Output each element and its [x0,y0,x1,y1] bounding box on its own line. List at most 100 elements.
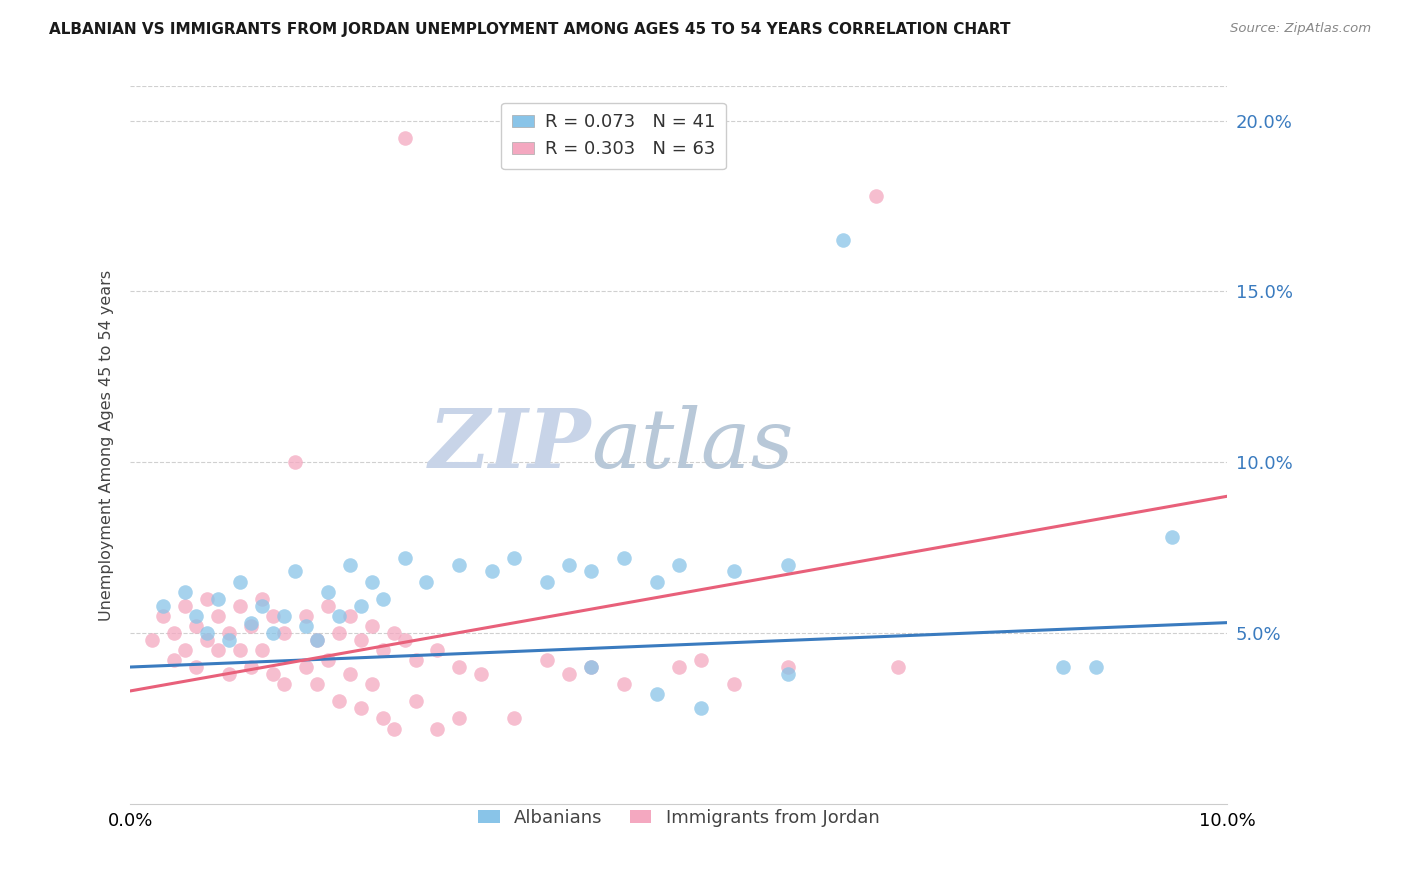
Point [1161,530,1184,544]
Point [778,558,800,572]
Point [240,660,263,674]
Point [579,660,602,674]
Point [229,643,252,657]
Point [579,565,602,579]
Point [240,619,263,633]
Point [262,666,284,681]
Point [207,591,229,606]
Point [350,632,373,647]
Point [832,233,855,247]
Point [218,632,240,647]
Point [250,591,273,606]
Point [316,585,339,599]
Point [394,550,416,565]
Point [426,722,449,736]
Text: Source: ZipAtlas.com: Source: ZipAtlas.com [1230,22,1371,36]
Point [778,660,800,674]
Point [723,677,745,691]
Point [328,694,350,708]
Y-axis label: Unemployment Among Ages 45 to 54 years: Unemployment Among Ages 45 to 54 years [100,269,114,621]
Point [295,619,318,633]
Point [415,574,437,589]
Point [668,558,690,572]
Point [371,711,394,725]
Point [360,677,382,691]
Point [689,653,711,667]
Point [163,625,186,640]
Point [405,653,427,667]
Point [229,574,252,589]
Point [186,608,208,623]
Point [305,632,328,647]
Point [723,565,745,579]
Point [250,643,273,657]
Text: ALBANIAN VS IMMIGRANTS FROM JORDAN UNEMPLOYMENT AMONG AGES 45 TO 54 YEARS CORREL: ALBANIAN VS IMMIGRANTS FROM JORDAN UNEMP… [49,22,1011,37]
Point [470,666,492,681]
Point [382,722,405,736]
Point [174,599,197,613]
Point [273,677,295,691]
Point [284,565,307,579]
Text: atlas: atlas [591,405,793,485]
Point [316,653,339,667]
Point [295,660,318,674]
Point [503,550,526,565]
Point [579,660,602,674]
Point [613,677,636,691]
Point [339,558,361,572]
Point [229,599,252,613]
Point [778,666,800,681]
Point [284,455,307,469]
Point [316,599,339,613]
Point [186,619,208,633]
Point [174,643,197,657]
Point [195,632,218,647]
Point [689,701,711,715]
Point [613,550,636,565]
Point [481,565,503,579]
Point [273,608,295,623]
Point [240,615,263,630]
Point [558,666,581,681]
Point [350,701,373,715]
Point [262,608,284,623]
Point [305,677,328,691]
Point [186,660,208,674]
Point [536,574,558,589]
Point [360,574,382,589]
Point [273,625,295,640]
Point [152,599,174,613]
Point [350,599,373,613]
Point [449,711,471,725]
Point [887,660,910,674]
Point [141,632,163,647]
Legend: Albanians, Immigrants from Jordan: Albanians, Immigrants from Jordan [471,802,887,834]
Point [382,625,405,640]
Point [218,666,240,681]
Point [371,591,394,606]
Point [503,711,526,725]
Point [645,574,668,589]
Point [195,591,218,606]
Point [328,625,350,640]
Point [218,625,240,640]
Point [195,625,218,640]
Point [207,643,229,657]
Point [865,188,887,202]
Point [262,625,284,640]
Point [152,608,174,623]
Point [449,558,471,572]
Point [305,632,328,647]
Point [328,608,350,623]
Point [339,608,361,623]
Point [360,619,382,633]
Point [449,660,471,674]
Point [426,643,449,657]
Point [405,694,427,708]
Point [207,608,229,623]
Point [174,585,197,599]
Point [558,558,581,572]
Point [668,660,690,674]
Point [536,653,558,667]
Point [163,653,186,667]
